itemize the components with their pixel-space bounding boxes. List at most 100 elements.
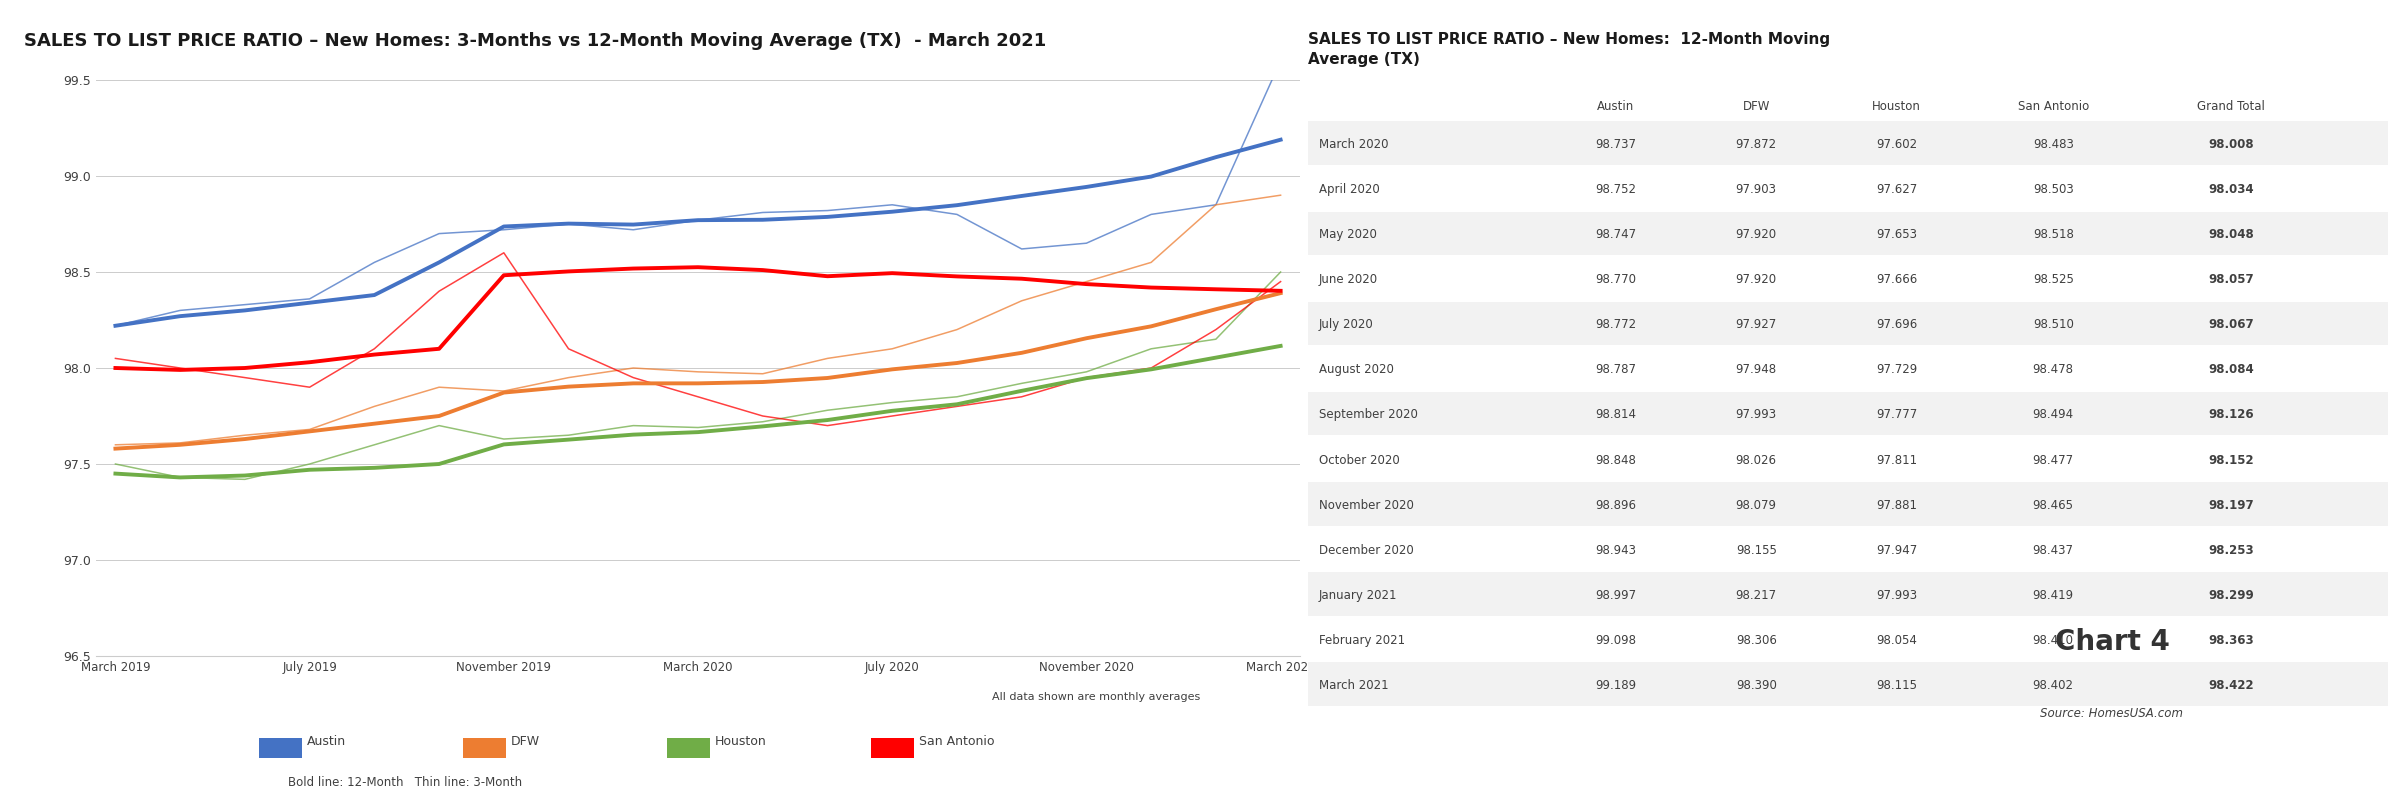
Text: Bold line: 12-Month   Thin line: 3-Month: Bold line: 12-Month Thin line: 3-Month xyxy=(288,776,523,789)
Text: 97.927: 97.927 xyxy=(1735,318,1776,331)
Text: 98.034: 98.034 xyxy=(2208,183,2254,196)
Text: 97.881: 97.881 xyxy=(1877,498,1918,511)
Text: 98.419: 98.419 xyxy=(2033,589,2074,602)
FancyBboxPatch shape xyxy=(1308,346,2388,390)
Text: 97.872: 97.872 xyxy=(1735,138,1776,151)
Text: 98.306: 98.306 xyxy=(1735,634,1776,646)
Text: 98.155: 98.155 xyxy=(1735,544,1776,557)
Text: Houston: Houston xyxy=(1872,100,1920,113)
Text: 98.478: 98.478 xyxy=(2033,363,2074,377)
Text: 98.814: 98.814 xyxy=(1596,409,1637,422)
Text: April 2020: April 2020 xyxy=(1320,183,1380,196)
Text: 98.115: 98.115 xyxy=(1877,679,1918,692)
Text: San Antonio: San Antonio xyxy=(2018,100,2088,113)
FancyBboxPatch shape xyxy=(1308,617,2388,661)
Text: 98.026: 98.026 xyxy=(1735,454,1776,466)
Text: 98.896: 98.896 xyxy=(1596,498,1637,511)
Text: 97.948: 97.948 xyxy=(1735,363,1776,377)
Text: January 2021: January 2021 xyxy=(1320,589,1397,602)
FancyBboxPatch shape xyxy=(1308,122,2388,165)
Text: Houston: Houston xyxy=(715,735,768,748)
Text: February 2021: February 2021 xyxy=(1320,634,1404,646)
Text: DFW: DFW xyxy=(511,735,540,748)
Text: DFW: DFW xyxy=(1742,100,1769,113)
Text: 98.752: 98.752 xyxy=(1596,183,1637,196)
Text: July 2020: July 2020 xyxy=(1320,318,1373,331)
Text: 98.253: 98.253 xyxy=(2208,544,2254,557)
Text: 97.920: 97.920 xyxy=(1735,228,1776,242)
Text: May 2020: May 2020 xyxy=(1320,228,1378,242)
Text: 98.525: 98.525 xyxy=(2033,274,2074,286)
Text: Austin: Austin xyxy=(307,735,346,748)
Text: 98.079: 98.079 xyxy=(1735,498,1776,511)
Text: 98.197: 98.197 xyxy=(2208,498,2254,511)
Text: All data shown are monthly averages: All data shown are monthly averages xyxy=(991,692,1200,702)
Text: March 2021: March 2021 xyxy=(1320,679,1390,692)
Text: 98.422: 98.422 xyxy=(2208,679,2254,692)
Text: 97.903: 97.903 xyxy=(1735,183,1776,196)
Text: 97.777: 97.777 xyxy=(1877,409,1918,422)
Text: 98.363: 98.363 xyxy=(2208,634,2254,646)
Text: 97.602: 97.602 xyxy=(1877,138,1918,151)
Text: 98.518: 98.518 xyxy=(2033,228,2074,242)
Text: 98.390: 98.390 xyxy=(1735,679,1776,692)
Text: 99.098: 99.098 xyxy=(1596,634,1637,646)
Text: 98.465: 98.465 xyxy=(2033,498,2074,511)
FancyBboxPatch shape xyxy=(1308,211,2388,255)
FancyBboxPatch shape xyxy=(1308,437,2388,481)
Text: 97.729: 97.729 xyxy=(1877,363,1918,377)
Text: 98.770: 98.770 xyxy=(1596,274,1637,286)
Text: 98.008: 98.008 xyxy=(2208,138,2254,151)
FancyBboxPatch shape xyxy=(1308,302,2388,346)
Text: 97.993: 97.993 xyxy=(1877,589,1918,602)
Text: 97.993: 97.993 xyxy=(1735,409,1776,422)
Text: 98.126: 98.126 xyxy=(2208,409,2254,422)
FancyBboxPatch shape xyxy=(1308,482,2388,526)
Text: 98.437: 98.437 xyxy=(2033,544,2074,557)
Text: 98.787: 98.787 xyxy=(1596,363,1637,377)
Text: 98.152: 98.152 xyxy=(2208,454,2254,466)
Text: San Antonio: San Antonio xyxy=(919,735,994,748)
Text: 98.510: 98.510 xyxy=(2033,318,2074,331)
Text: March 2020: March 2020 xyxy=(1320,138,1387,151)
Text: Grand Total: Grand Total xyxy=(2198,100,2266,113)
Text: SALES TO LIST PRICE RATIO – New Homes:  12-Month Moving
Average (TX): SALES TO LIST PRICE RATIO – New Homes: 1… xyxy=(1308,32,1831,66)
Text: 97.653: 97.653 xyxy=(1877,228,1918,242)
Text: 98.848: 98.848 xyxy=(1596,454,1637,466)
FancyBboxPatch shape xyxy=(1308,392,2388,435)
Text: 98.997: 98.997 xyxy=(1596,589,1637,602)
Text: Chart 4: Chart 4 xyxy=(2054,628,2170,656)
Text: 97.696: 97.696 xyxy=(1877,318,1918,331)
Text: 98.217: 98.217 xyxy=(1735,589,1776,602)
Text: 98.772: 98.772 xyxy=(1596,318,1637,331)
Text: 98.503: 98.503 xyxy=(2033,183,2074,196)
FancyBboxPatch shape xyxy=(1308,166,2388,210)
Text: August 2020: August 2020 xyxy=(1320,363,1394,377)
Text: 98.737: 98.737 xyxy=(1596,138,1637,151)
Text: 98.057: 98.057 xyxy=(2208,274,2254,286)
Text: 97.920: 97.920 xyxy=(1735,274,1776,286)
Text: 98.494: 98.494 xyxy=(2033,409,2074,422)
FancyBboxPatch shape xyxy=(1308,527,2388,570)
FancyBboxPatch shape xyxy=(1308,257,2388,300)
Text: Source: HomesUSA.com: Source: HomesUSA.com xyxy=(2040,707,2184,720)
FancyBboxPatch shape xyxy=(1308,572,2388,616)
Text: 99.189: 99.189 xyxy=(1596,679,1637,692)
Text: December 2020: December 2020 xyxy=(1320,544,1414,557)
Text: 98.299: 98.299 xyxy=(2208,589,2254,602)
Text: SALES TO LIST PRICE RATIO – New Homes: 3-Months vs 12-Month Moving Average (TX) : SALES TO LIST PRICE RATIO – New Homes: 3… xyxy=(24,32,1046,50)
Text: 98.084: 98.084 xyxy=(2208,363,2254,377)
Text: 98.477: 98.477 xyxy=(2033,454,2074,466)
Text: 98.410: 98.410 xyxy=(2033,634,2074,646)
Text: 97.627: 97.627 xyxy=(1877,183,1918,196)
Text: 98.054: 98.054 xyxy=(1877,634,1918,646)
Text: 98.943: 98.943 xyxy=(1596,544,1637,557)
Text: 98.067: 98.067 xyxy=(2208,318,2254,331)
Text: 98.483: 98.483 xyxy=(2033,138,2074,151)
Text: October 2020: October 2020 xyxy=(1320,454,1399,466)
Text: 98.747: 98.747 xyxy=(1596,228,1637,242)
Text: June 2020: June 2020 xyxy=(1320,274,1378,286)
Text: September 2020: September 2020 xyxy=(1320,409,1418,422)
Text: 97.947: 97.947 xyxy=(1877,544,1918,557)
FancyBboxPatch shape xyxy=(1308,662,2388,706)
